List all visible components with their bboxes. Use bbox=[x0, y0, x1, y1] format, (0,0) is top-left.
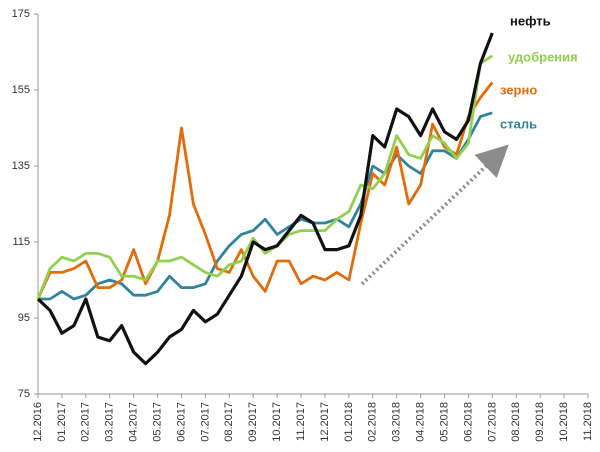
x-tick-label: 10.2018 bbox=[558, 402, 570, 442]
x-tick-label: 02.2018 bbox=[367, 402, 379, 442]
y-tick-label: 155 bbox=[12, 84, 30, 96]
x-tick-label: 09.2018 bbox=[534, 402, 546, 442]
trend-arrow bbox=[360, 144, 509, 286]
x-tick-label: 01.2018 bbox=[343, 402, 355, 442]
legend-label: нефть bbox=[510, 13, 551, 28]
series-line bbox=[38, 111, 493, 301]
x-tick-label: 06.2018 bbox=[462, 402, 474, 442]
y-tick-label: 75 bbox=[18, 388, 30, 400]
x-tick-label: 07.2018 bbox=[486, 402, 498, 442]
x-tick-label: 02.2017 bbox=[80, 402, 92, 442]
y-tick-label: 95 bbox=[18, 312, 30, 324]
x-tick-label: 03.2017 bbox=[104, 402, 116, 442]
x-tick-label: 12.2017 bbox=[319, 402, 331, 442]
x-tick-label: 01.2017 bbox=[56, 402, 68, 442]
x-tick-label: 11.2018 bbox=[582, 402, 594, 441]
x-tick-label: 10.2017 bbox=[271, 402, 283, 442]
y-tick-label: 115 bbox=[12, 236, 30, 248]
series-line bbox=[36, 81, 494, 300]
x-tick-label: 04.2018 bbox=[415, 402, 427, 442]
x-tick-label: 05.2017 bbox=[151, 402, 163, 442]
x-tick-label: 06.2017 bbox=[175, 402, 187, 442]
x-tick-label: 08.2017 bbox=[223, 402, 235, 442]
x-tick-label: 07.2017 bbox=[199, 402, 211, 442]
y-tick-label: 135 bbox=[12, 160, 30, 172]
x-tick-label: 03.2018 bbox=[391, 402, 403, 442]
series-line bbox=[36, 32, 494, 366]
series-line bbox=[36, 54, 494, 300]
x-tick-label: 11.2017 bbox=[295, 402, 307, 441]
legend-label: зерно bbox=[500, 82, 537, 97]
x-tick-label: 04.2017 bbox=[128, 402, 140, 442]
x-tick-label: 12.2016 bbox=[32, 402, 44, 442]
y-tick-label: 175 bbox=[12, 8, 30, 20]
x-tick-label: 05.2018 bbox=[438, 402, 450, 442]
x-tick-label: 09.2017 bbox=[247, 402, 259, 442]
legend-label: удобрения bbox=[508, 49, 578, 64]
x-tick-label: 08.2018 bbox=[510, 402, 522, 442]
legend-label: сталь bbox=[500, 116, 537, 131]
